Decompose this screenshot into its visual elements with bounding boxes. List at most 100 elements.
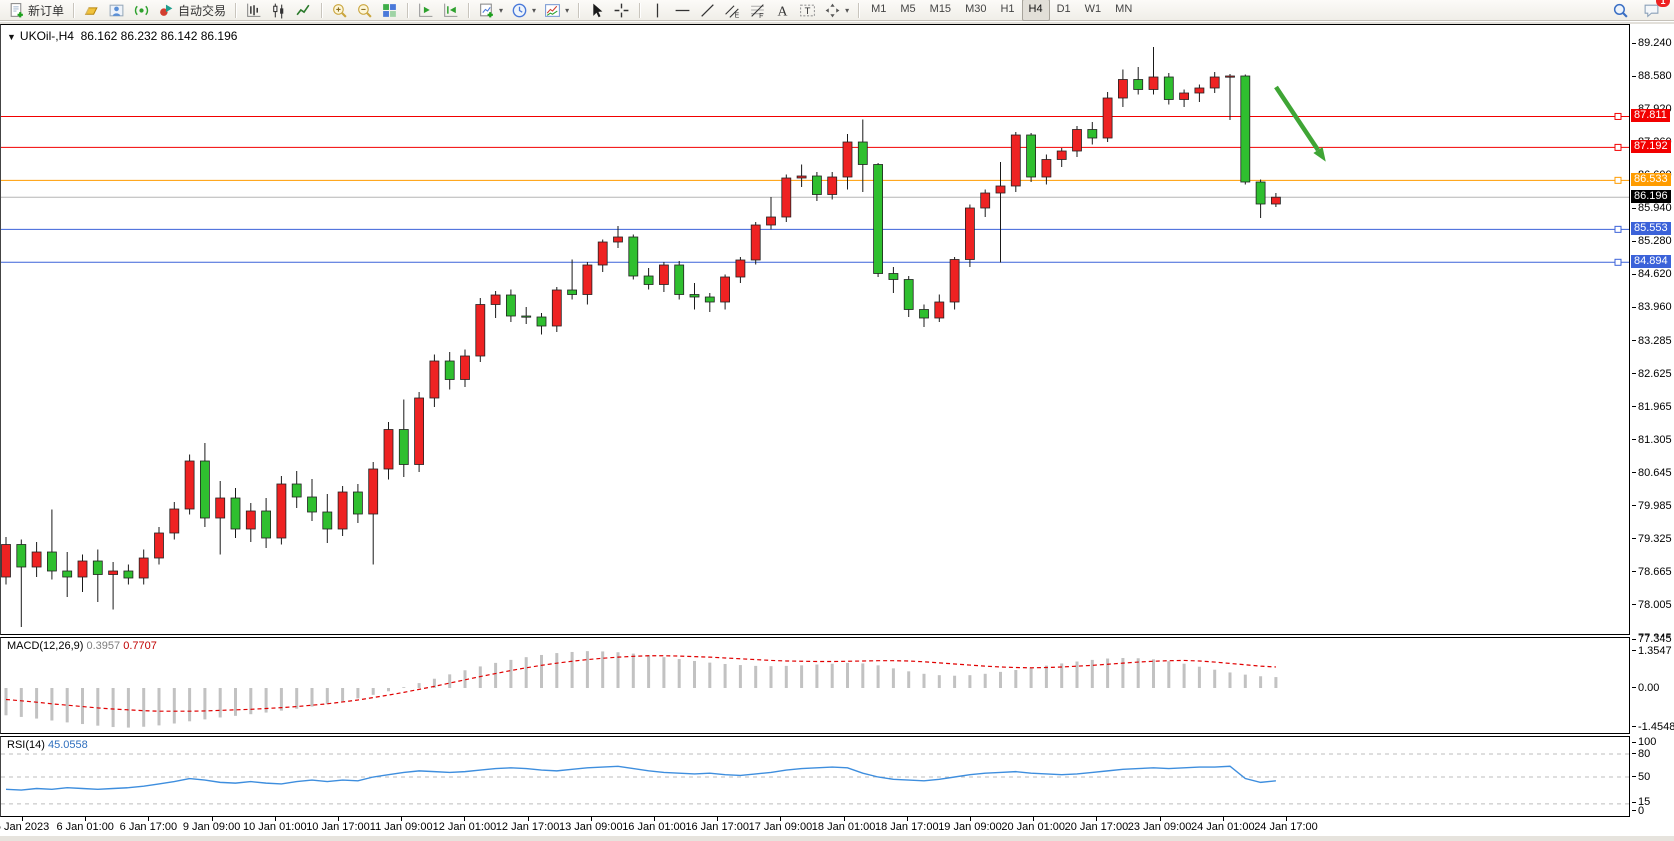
time-tick	[464, 817, 466, 821]
candle	[383, 422, 394, 480]
timeframe-m30-button[interactable]: M30	[965, 3, 987, 15]
time-tick	[1286, 817, 1287, 821]
toolbar-group-separator	[639, 2, 642, 18]
rsi-axis: 100 80 50 15 0	[1631, 736, 1674, 817]
chart-candles-button[interactable]	[266, 0, 291, 21]
time-label: 18 Jan 01:00	[811, 821, 876, 833]
vertical-line-icon	[649, 2, 666, 19]
candle	[123, 564, 134, 585]
time-tick	[780, 817, 782, 821]
macd-main-value: 0.3957	[86, 640, 121, 652]
candle	[903, 276, 914, 317]
rsi-chart-surface[interactable]: RSI(14) 45.0558	[0, 736, 1630, 817]
horizontal-line-button[interactable]	[670, 0, 695, 21]
candle	[199, 443, 210, 527]
trendline-button[interactable]	[695, 0, 720, 21]
price-chart-surface[interactable]: ▼ UKOil-,H4 86.162 86.232 86.142 86.196	[0, 24, 1630, 635]
candle	[444, 352, 455, 390]
time-label: 16 Jan 17:00	[685, 821, 749, 833]
time-tick	[1159, 817, 1161, 821]
candle	[567, 259, 577, 300]
text-label-icon: T	[799, 2, 816, 19]
chart-line-button[interactable]	[291, 0, 316, 21]
text-label-button[interactable]: T	[795, 0, 820, 21]
periods-menu-button[interactable]: ▾	[507, 0, 540, 21]
candle	[1163, 73, 1174, 105]
new-chart-dropdown-caret[interactable]: ▾	[499, 5, 504, 15]
candle	[613, 226, 623, 248]
equidistant-channel-icon: E	[724, 2, 741, 19]
price-tick: 83.285	[1632, 335, 1672, 347]
timeframe-mn-button[interactable]: MN	[1115, 3, 1133, 15]
candle	[536, 313, 547, 335]
time-axis[interactable]: 5 Jan 2023 6 Jan 01:00 6 Jan 17:00 9 Jan 09…	[0, 817, 1674, 836]
candle	[551, 287, 562, 332]
annotation-arrow[interactable]	[1274, 85, 1326, 162]
periods-menu-dropdown-caret[interactable]: ▾	[532, 5, 537, 15]
equidistant-channel-button[interactable]: E	[720, 0, 745, 21]
timeframe-m5-button[interactable]: M5	[900, 3, 916, 15]
chart-shift-button[interactable]	[438, 0, 463, 21]
price-tick: 82.625	[1632, 368, 1672, 380]
new-order-label: 新订单	[28, 3, 65, 18]
trade-panel-button[interactable]	[104, 0, 129, 21]
zoom-in-button[interactable]	[327, 0, 352, 21]
chart-bars-button[interactable]	[241, 0, 266, 21]
time-tick	[1096, 817, 1098, 821]
time-label: 13 Jan 09:00	[558, 821, 623, 833]
time-tick	[843, 817, 845, 821]
rsi-axis-tick: 100	[1632, 736, 1656, 748]
toolbar: 新订单 自动交易 ▾ ▾ ▾ E F A T ▾ M1 M5 M15 M30 H1 H4 D1 W1 MN 1	[0, 0, 1674, 21]
signals-button[interactable]	[129, 0, 154, 21]
new-chart-button[interactable]: ▾	[474, 0, 507, 21]
candle	[1133, 67, 1144, 95]
arrows-dropdown-caret[interactable]: ▾	[845, 5, 850, 15]
timeframe-d1-button[interactable]: D1	[1056, 3, 1071, 15]
candle	[92, 549, 103, 602]
market-button[interactable]	[79, 0, 104, 21]
new-chart-icon	[478, 2, 495, 19]
crosshair-button[interactable]	[609, 0, 634, 21]
timeframe-m1-button[interactable]: M1	[871, 3, 887, 15]
fibonacci-button[interactable]: F	[745, 0, 770, 21]
candle	[261, 498, 272, 548]
vertical-line-button[interactable]	[645, 0, 670, 21]
candle	[1225, 74, 1235, 120]
crosshair-icon	[613, 2, 630, 19]
time-label: 20 Jan 17:00	[1064, 821, 1129, 833]
timeframe-w1-button[interactable]: W1	[1084, 3, 1102, 15]
timeframe-h4-button[interactable]: H4	[1021, 0, 1050, 21]
time-label: 18 Jan 17:00	[874, 821, 939, 833]
candle	[276, 476, 287, 545]
zoom-out-button[interactable]	[352, 0, 377, 21]
macd-chart-surface[interactable]: MACD(12,26,9) 0.3957 0.7707	[0, 637, 1630, 734]
price-tick: 78.665	[1632, 566, 1672, 578]
arrows-button[interactable]: ▾	[820, 0, 853, 21]
search-icon[interactable]	[1608, 0, 1633, 21]
chart-title-dropdown-icon[interactable]: ▼	[7, 32, 16, 42]
macd-name: MACD(12,26,9)	[7, 640, 84, 652]
chart-bars-icon	[245, 2, 262, 19]
time-label: 16 Jan 01:00	[622, 821, 686, 833]
auto-scroll-button[interactable]	[413, 0, 438, 21]
autotrading-button[interactable]: 自动交易	[154, 0, 230, 21]
time-tick	[338, 817, 339, 821]
candle	[919, 304, 929, 327]
timeframe-h1-button[interactable]: H1	[1000, 3, 1015, 15]
new-order-button[interactable]: 新订单	[4, 0, 68, 21]
price-axis[interactable]: 89.24088.58087.92087.26086.60085.94085.2…	[1631, 24, 1674, 644]
cursor-button[interactable]	[584, 0, 609, 21]
candle	[857, 119, 868, 192]
chart-templates-button[interactable]: ▾	[540, 0, 573, 21]
chart-templates-dropdown-caret[interactable]: ▾	[565, 5, 570, 15]
text-button[interactable]: A	[770, 0, 795, 21]
tile-windows-button[interactable]	[377, 0, 402, 21]
timeframe-m15-button[interactable]: M15	[929, 3, 952, 15]
candle	[1056, 148, 1067, 167]
time-tick	[22, 817, 23, 821]
time-label: 10 Jan 17:00	[306, 821, 370, 833]
candle	[414, 392, 425, 472]
chat-icon[interactable]: 1	[1639, 0, 1670, 21]
rsi-name: RSI(14)	[7, 739, 45, 751]
time-tick	[148, 817, 150, 821]
